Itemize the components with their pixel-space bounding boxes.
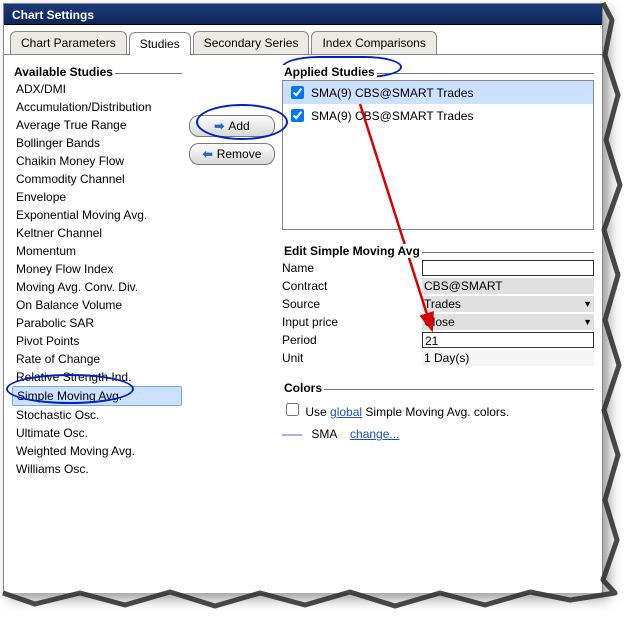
applied-study-label: SMA(9) CBS@SMART Trades [311,109,473,123]
tab-index-comparisons[interactable]: Index Comparisons [311,31,436,54]
edit-row-label: Name [282,261,422,275]
colors-title: Colors [282,381,324,395]
add-button[interactable]: ➡ Add [189,115,275,137]
study-item[interactable]: Relative Strength Ind. [12,368,182,386]
add-button-label: Add [228,119,249,133]
study-item[interactable]: Accumulation/Distribution [12,98,182,116]
study-item[interactable]: Bollinger Bands [12,134,182,152]
edit-row: Input priceClose [282,313,594,331]
edit-row: SourceTrades [282,295,594,313]
study-item[interactable]: Commodity Channel [12,170,182,188]
study-item[interactable]: Weighted Moving Avg. [12,442,182,460]
edit-row-label: Contract [282,279,422,293]
edit-row: Name [282,259,594,277]
edit-row: Unit1 Day(s) [282,349,594,367]
edit-section: Edit Simple Moving Avg Name ContractCBS@S… [282,244,594,367]
edit-rows: NameContractCBS@SMARTSourceTradesInput p… [282,259,594,367]
study-item[interactable]: Keltner Channel [12,224,182,242]
edit-row-input[interactable]: 21 [422,332,594,348]
applied-study-checkbox[interactable] [291,86,304,99]
remove-button-label: Remove [217,147,262,161]
applied-study-item[interactable]: SMA(9) CBS@SMART Trades [283,104,593,127]
arrow-left-icon: ⬅ [203,147,213,161]
tab-chart-parameters[interactable]: Chart Parameters [10,31,127,54]
edit-row-label: Input price [282,315,422,329]
edit-row-value: 1 Day(s) [422,350,594,366]
use-global-checkbox[interactable] [286,403,299,416]
edit-row-select[interactable]: Trades [422,296,594,312]
edit-row-label: Source [282,297,422,311]
study-item[interactable]: Williams Osc. [12,460,182,478]
available-studies-list[interactable]: ADX/DMIAccumulation/DistributionAverage … [12,80,182,478]
use-global-row: Use global Simple Moving Avg. colors. [282,396,594,423]
edit-row: ContractCBS@SMART [282,277,594,295]
study-item[interactable]: Moving Avg. Conv. Div. [12,278,182,296]
applied-study-label: SMA(9) CBS@SMART Trades [311,86,473,100]
study-item[interactable]: Pivot Points [12,332,182,350]
change-link[interactable]: change... [350,427,399,441]
study-item[interactable]: Chaikin Money Flow [12,152,182,170]
edit-row-select[interactable]: Close [422,314,594,330]
arrow-right-icon: ➡ [214,119,224,133]
study-item[interactable]: Rate of Change [12,350,182,368]
study-item[interactable]: Simple Moving Avg. [12,386,182,406]
sma-color-row: SMA change... [282,423,594,445]
available-studies-column: Available Studies ADX/DMIAccumulation/Di… [12,65,182,585]
window-titlebar: Chart Settings [4,4,602,25]
study-item[interactable]: ADX/DMI [12,80,182,98]
edit-row-label: Unit [282,351,422,365]
divider [282,389,594,390]
colors-section: Colors Use global Simple Moving Avg. col… [282,381,594,445]
sma-color-swatch [282,434,302,436]
study-item[interactable]: Exponential Moving Avg. [12,206,182,224]
available-studies-title: Available Studies [12,65,115,79]
study-item[interactable]: Stochastic Osc. [12,406,182,424]
sma-label: SMA [311,427,336,441]
study-item[interactable]: Envelope [12,188,182,206]
remove-button[interactable]: ⬅ Remove [189,143,275,165]
applied-studies-title: Applied Studies [282,65,377,79]
buttons-column: ➡ Add ⬅ Remove [182,65,282,585]
edit-row-input[interactable] [422,260,594,276]
global-link[interactable]: global [330,405,362,419]
edit-row: Period21 [282,331,594,349]
edit-row-label: Period [282,333,422,347]
window-title: Chart Settings [12,8,94,22]
edit-row-value: CBS@SMART [422,278,594,294]
edit-section-title: Edit Simple Moving Avg [282,244,422,258]
applied-column: Applied Studies SMA(9) CBS@SMART TradesS… [282,65,594,585]
study-item[interactable]: Money Flow Index [12,260,182,278]
tab-bar: Chart ParametersStudiesSecondary SeriesI… [4,25,602,55]
study-item[interactable]: Parabolic SAR [12,314,182,332]
content-area: Available Studies ADX/DMIAccumulation/Di… [4,55,602,593]
applied-study-checkbox[interactable] [291,109,304,122]
study-item[interactable]: Ultimate Osc. [12,424,182,442]
study-item[interactable]: On Balance Volume [12,296,182,314]
use-global-prefix: Use [305,405,326,419]
tab-studies[interactable]: Studies [129,32,191,55]
applied-studies-list[interactable]: SMA(9) CBS@SMART Trades SMA(9) CBS@SMART … [282,80,594,230]
tab-secondary-series[interactable]: Secondary Series [193,31,310,54]
study-item[interactable]: Momentum [12,242,182,260]
use-global-suffix: Simple Moving Avg. colors. [365,405,509,419]
applied-study-item[interactable]: SMA(9) CBS@SMART Trades [283,81,593,104]
chart-settings-window: Chart Settings Chart ParametersStudiesSe… [3,3,603,593]
study-item[interactable]: Average True Range [12,116,182,134]
